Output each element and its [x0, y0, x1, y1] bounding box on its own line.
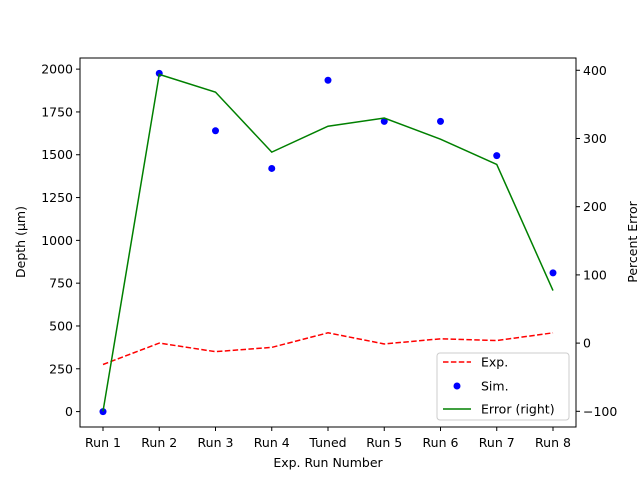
x-tick-label: Run 2: [141, 435, 177, 450]
left-axis-label: Depth (μm): [13, 206, 28, 278]
sim-point: [99, 408, 107, 416]
legend-label: Error (right): [481, 402, 555, 417]
left-tick-label: 1750: [41, 104, 73, 119]
sim-point: [549, 269, 557, 277]
legend-label: Sim.: [481, 379, 509, 394]
sim-point: [380, 117, 388, 125]
left-tick-label: 1500: [41, 147, 73, 162]
x-axis: Run 1 Run 2 Run 3 Run 4 Tuned Run 5 Run 6 Run 7…: [85, 427, 571, 450]
x-tick-label: Run 6: [423, 435, 459, 450]
left-tick-label: 2000: [41, 62, 73, 77]
sim-point: [493, 152, 501, 160]
legend: Exp. Sim. Error (right): [436, 352, 570, 421]
legend-box: [436, 352, 570, 421]
left-tick-label: 1250: [41, 190, 73, 205]
x-tick-label: Run 7: [479, 435, 515, 450]
legend-label: Exp.: [481, 355, 508, 370]
x-tick-label: Run 5: [366, 435, 402, 450]
error-line: [102, 73, 554, 412]
left-tick-label: 1000: [41, 233, 73, 248]
legend-marker-sim: [453, 382, 461, 390]
left-tick-label: 750: [49, 276, 73, 291]
left-tick-label: 0: [65, 404, 73, 419]
right-tick-label: 400: [583, 63, 607, 78]
exp-line: [102, 332, 554, 366]
left-axis: 0 250 500 750 1000 1250 1500 1750 2000: [41, 62, 80, 419]
x-axis-label: Exp. Run Number: [273, 455, 383, 470]
sim-point: [437, 117, 444, 125]
x-tick-label: Run 1: [85, 435, 121, 450]
x-tick-label: Run 3: [198, 435, 234, 450]
x-tick-label: Run 4: [254, 435, 290, 450]
right-tick-label: 200: [583, 199, 607, 214]
right-axis-label: Percent Error: [625, 200, 640, 282]
sim-point: [212, 127, 219, 135]
right-tick-label: 100: [583, 267, 607, 282]
right-tick-label: 300: [583, 131, 607, 146]
chart-marks: [99, 69, 557, 416]
left-tick-label: 500: [49, 318, 73, 333]
right-tick-label: −100: [583, 404, 617, 419]
x-tick-label: Run 8: [535, 435, 571, 450]
sim-point: [324, 76, 332, 84]
right-tick-label: 0: [583, 336, 591, 351]
x-tick-label: Tuned: [308, 435, 346, 450]
left-tick-label: 250: [49, 361, 73, 376]
right-axis: −100 0 100 200 300 400: [576, 63, 617, 419]
sim-point: [268, 164, 276, 172]
